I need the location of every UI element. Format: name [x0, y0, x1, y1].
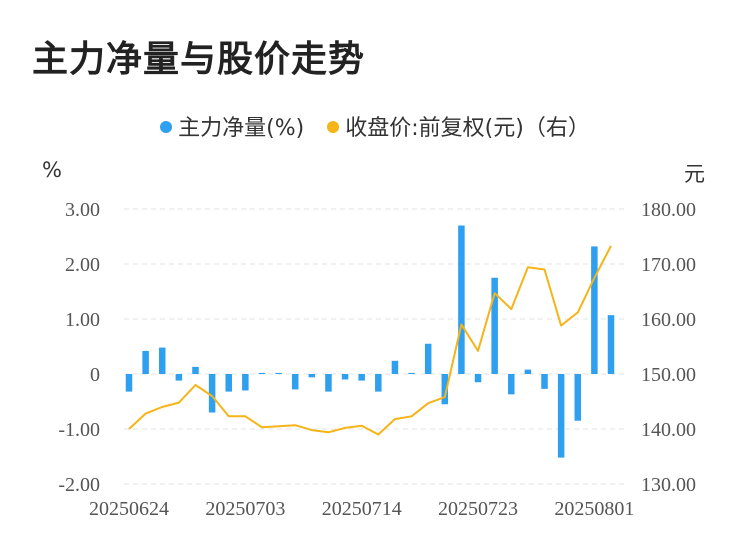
right-tick-label: 180.00 — [641, 199, 696, 221]
right-tick-label: 130.00 — [641, 474, 696, 496]
net-volume-bar — [408, 372, 415, 374]
net-volume-bar — [242, 374, 249, 391]
net-volume-bar — [175, 374, 183, 381]
left-tick-label: -1.00 — [58, 419, 100, 441]
left-tick-label: -2.00 — [58, 474, 100, 496]
legend-label-close-price: 收盘价:前复权(元)（右） — [345, 116, 590, 141]
legend-item-close-price[interactable]: 收盘价:前复权(元)（右） — [327, 110, 590, 142]
net-volume-bar — [308, 374, 316, 378]
net-volume-bar — [158, 347, 166, 374]
net-volume-bar — [541, 374, 548, 389]
left-axis-unit: % — [42, 158, 62, 182]
left-tick-label: 0 — [90, 364, 100, 386]
legend-marker-close-price — [327, 121, 340, 133]
net-volume-bar — [474, 374, 482, 383]
net-volume-bar — [557, 374, 565, 458]
net-volume-bar — [591, 246, 598, 374]
legend-label-net-volume: 主力净量(%) — [178, 116, 305, 141]
right-tick-label: 170.00 — [641, 254, 696, 276]
net-volume-bar — [358, 374, 365, 381]
net-volume-bar — [375, 374, 382, 392]
left-tick-label: 2.00 — [65, 254, 100, 276]
right-tick-label: 150.00 — [641, 364, 696, 386]
net-volume-bar — [142, 350, 149, 374]
legend-item-net-volume[interactable]: 主力净量(%) — [160, 110, 304, 142]
net-volume-bar — [524, 369, 532, 374]
chart-title: 主力净量与股价走势 — [32, 39, 366, 80]
left-tick-label: 3.00 — [65, 199, 100, 221]
x-tick-label: 20250714 — [322, 498, 402, 520]
net-volume-bar — [491, 277, 498, 374]
close-price-line — [128, 245, 612, 436]
net-volume-bar — [458, 225, 465, 374]
left-tick-label: 1.00 — [65, 309, 100, 331]
net-volume-bar — [508, 374, 515, 395]
net-volume-bar — [275, 372, 282, 374]
net-volume-bar — [192, 366, 199, 374]
net-volume-bar — [341, 374, 349, 380]
right-tick-label: 140.00 — [641, 419, 696, 441]
net-volume-bar — [607, 315, 615, 374]
x-tick-label: 20250801 — [554, 498, 634, 520]
net-volume-bar — [574, 374, 582, 421]
net-volume-bar — [125, 374, 133, 392]
legend: 主力净量(%) 收盘价:前复权(元)（右） — [0, 110, 750, 142]
net-volume-bar — [391, 360, 399, 374]
net-volume-bar — [424, 343, 432, 374]
net-volume-bar — [208, 374, 216, 413]
x-tick-label: 20250703 — [205, 498, 285, 520]
right-tick-label: 160.00 — [641, 309, 696, 331]
net-volume-bar — [258, 372, 266, 374]
net-volume-bar — [441, 374, 449, 405]
net-volume-bar — [291, 374, 299, 390]
x-tick-label: 20250624 — [89, 498, 169, 520]
net-volume-bar — [325, 374, 332, 392]
right-axis-unit: 元 — [684, 162, 705, 186]
legend-marker-net-volume — [160, 121, 173, 133]
x-tick-label: 20250723 — [438, 498, 518, 520]
net-volume-bar — [225, 374, 232, 392]
